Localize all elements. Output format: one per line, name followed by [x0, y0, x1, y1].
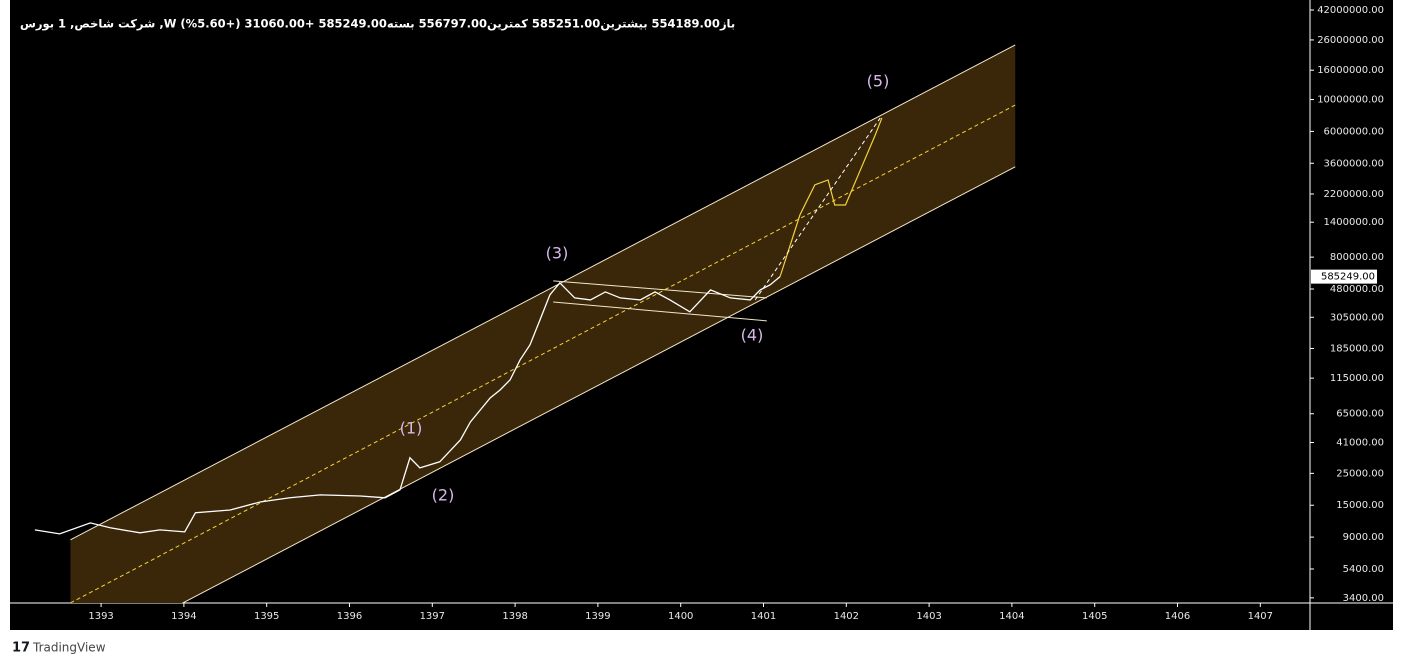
x-tick-label: 1399: [585, 611, 610, 622]
y-tick-label: 9000.00: [1343, 532, 1384, 543]
x-tick-label: 1406: [1165, 611, 1190, 622]
plot-area: [34, 44, 1016, 603]
x-tick-label: 1394: [171, 611, 196, 622]
y-tick-label: 6000000.00: [1324, 126, 1384, 137]
last-price-label: 585249.00: [1321, 272, 1375, 283]
y-tick-label: 800000.00: [1330, 252, 1384, 263]
channel-upper: [70, 44, 1016, 541]
x-tick-label: 1400: [668, 611, 693, 622]
wave-label: (1): [400, 419, 423, 438]
channel-mid: [70, 104, 1016, 603]
y-tick-label: 3400.00: [1343, 593, 1384, 604]
y-tick-label: 15000.00: [1336, 500, 1384, 511]
x-tick-label: 1405: [1082, 611, 1107, 622]
y-tick-label: 480000.00: [1330, 284, 1384, 295]
y-tick-label: 42000000.00: [1317, 5, 1384, 16]
x-tick-label: 1402: [834, 611, 859, 622]
x-tick-label: 1404: [999, 611, 1024, 622]
x-tick-label: 1403: [916, 611, 941, 622]
price-line: [34, 276, 781, 535]
projection-dash: [754, 117, 881, 301]
channel-lower: [181, 166, 1016, 603]
y-tick-label: 1400000.00: [1324, 217, 1384, 228]
wave-label: (2): [432, 486, 455, 505]
x-tick-label: 1398: [502, 611, 527, 622]
footer: TradingView: [32, 641, 106, 655]
wave-label: (3): [546, 244, 569, 263]
y-tick-label: 115000.00: [1330, 373, 1384, 384]
last-price-box: [1311, 269, 1377, 284]
logo: 𝟭𝟳: [12, 641, 30, 656]
projection-line: [779, 117, 883, 277]
wave-label: (5): [867, 72, 890, 91]
x-tick-label: 1395: [254, 611, 279, 622]
y-tick-label: 5400.00: [1343, 564, 1384, 575]
x-tick-label: 1407: [1248, 611, 1273, 622]
y-tick-label: 305000.00: [1330, 312, 1384, 323]
y-tick-label: 25000.00: [1336, 468, 1384, 479]
y-tick-label: 16000000.00: [1317, 65, 1384, 76]
channel-fill: [70, 44, 1016, 603]
x-tick-label: 1397: [420, 611, 445, 622]
x-tick-label: 1396: [337, 611, 362, 622]
x-tick-label: 1401: [751, 611, 776, 622]
legend-text: شرکت شاخص, 1 بورس ,W باز554189.00 بیشتری…: [20, 17, 735, 32]
wave-label: (4): [741, 326, 764, 345]
y-tick-label: 2200000.00: [1324, 189, 1384, 200]
y-tick-label: 41000.00: [1336, 437, 1384, 448]
y-tick-label: 3600000.00: [1324, 158, 1384, 169]
small-channel-upper: [553, 280, 767, 299]
small-channel-lower: [553, 301, 767, 322]
y-tick-label: 26000000.00: [1317, 35, 1384, 46]
y-tick-label: 10000000.00: [1317, 95, 1384, 106]
y-tick-label: 65000.00: [1336, 409, 1384, 420]
y-tick-label: 185000.00: [1330, 343, 1384, 354]
x-tick-label: 1393: [88, 611, 113, 622]
